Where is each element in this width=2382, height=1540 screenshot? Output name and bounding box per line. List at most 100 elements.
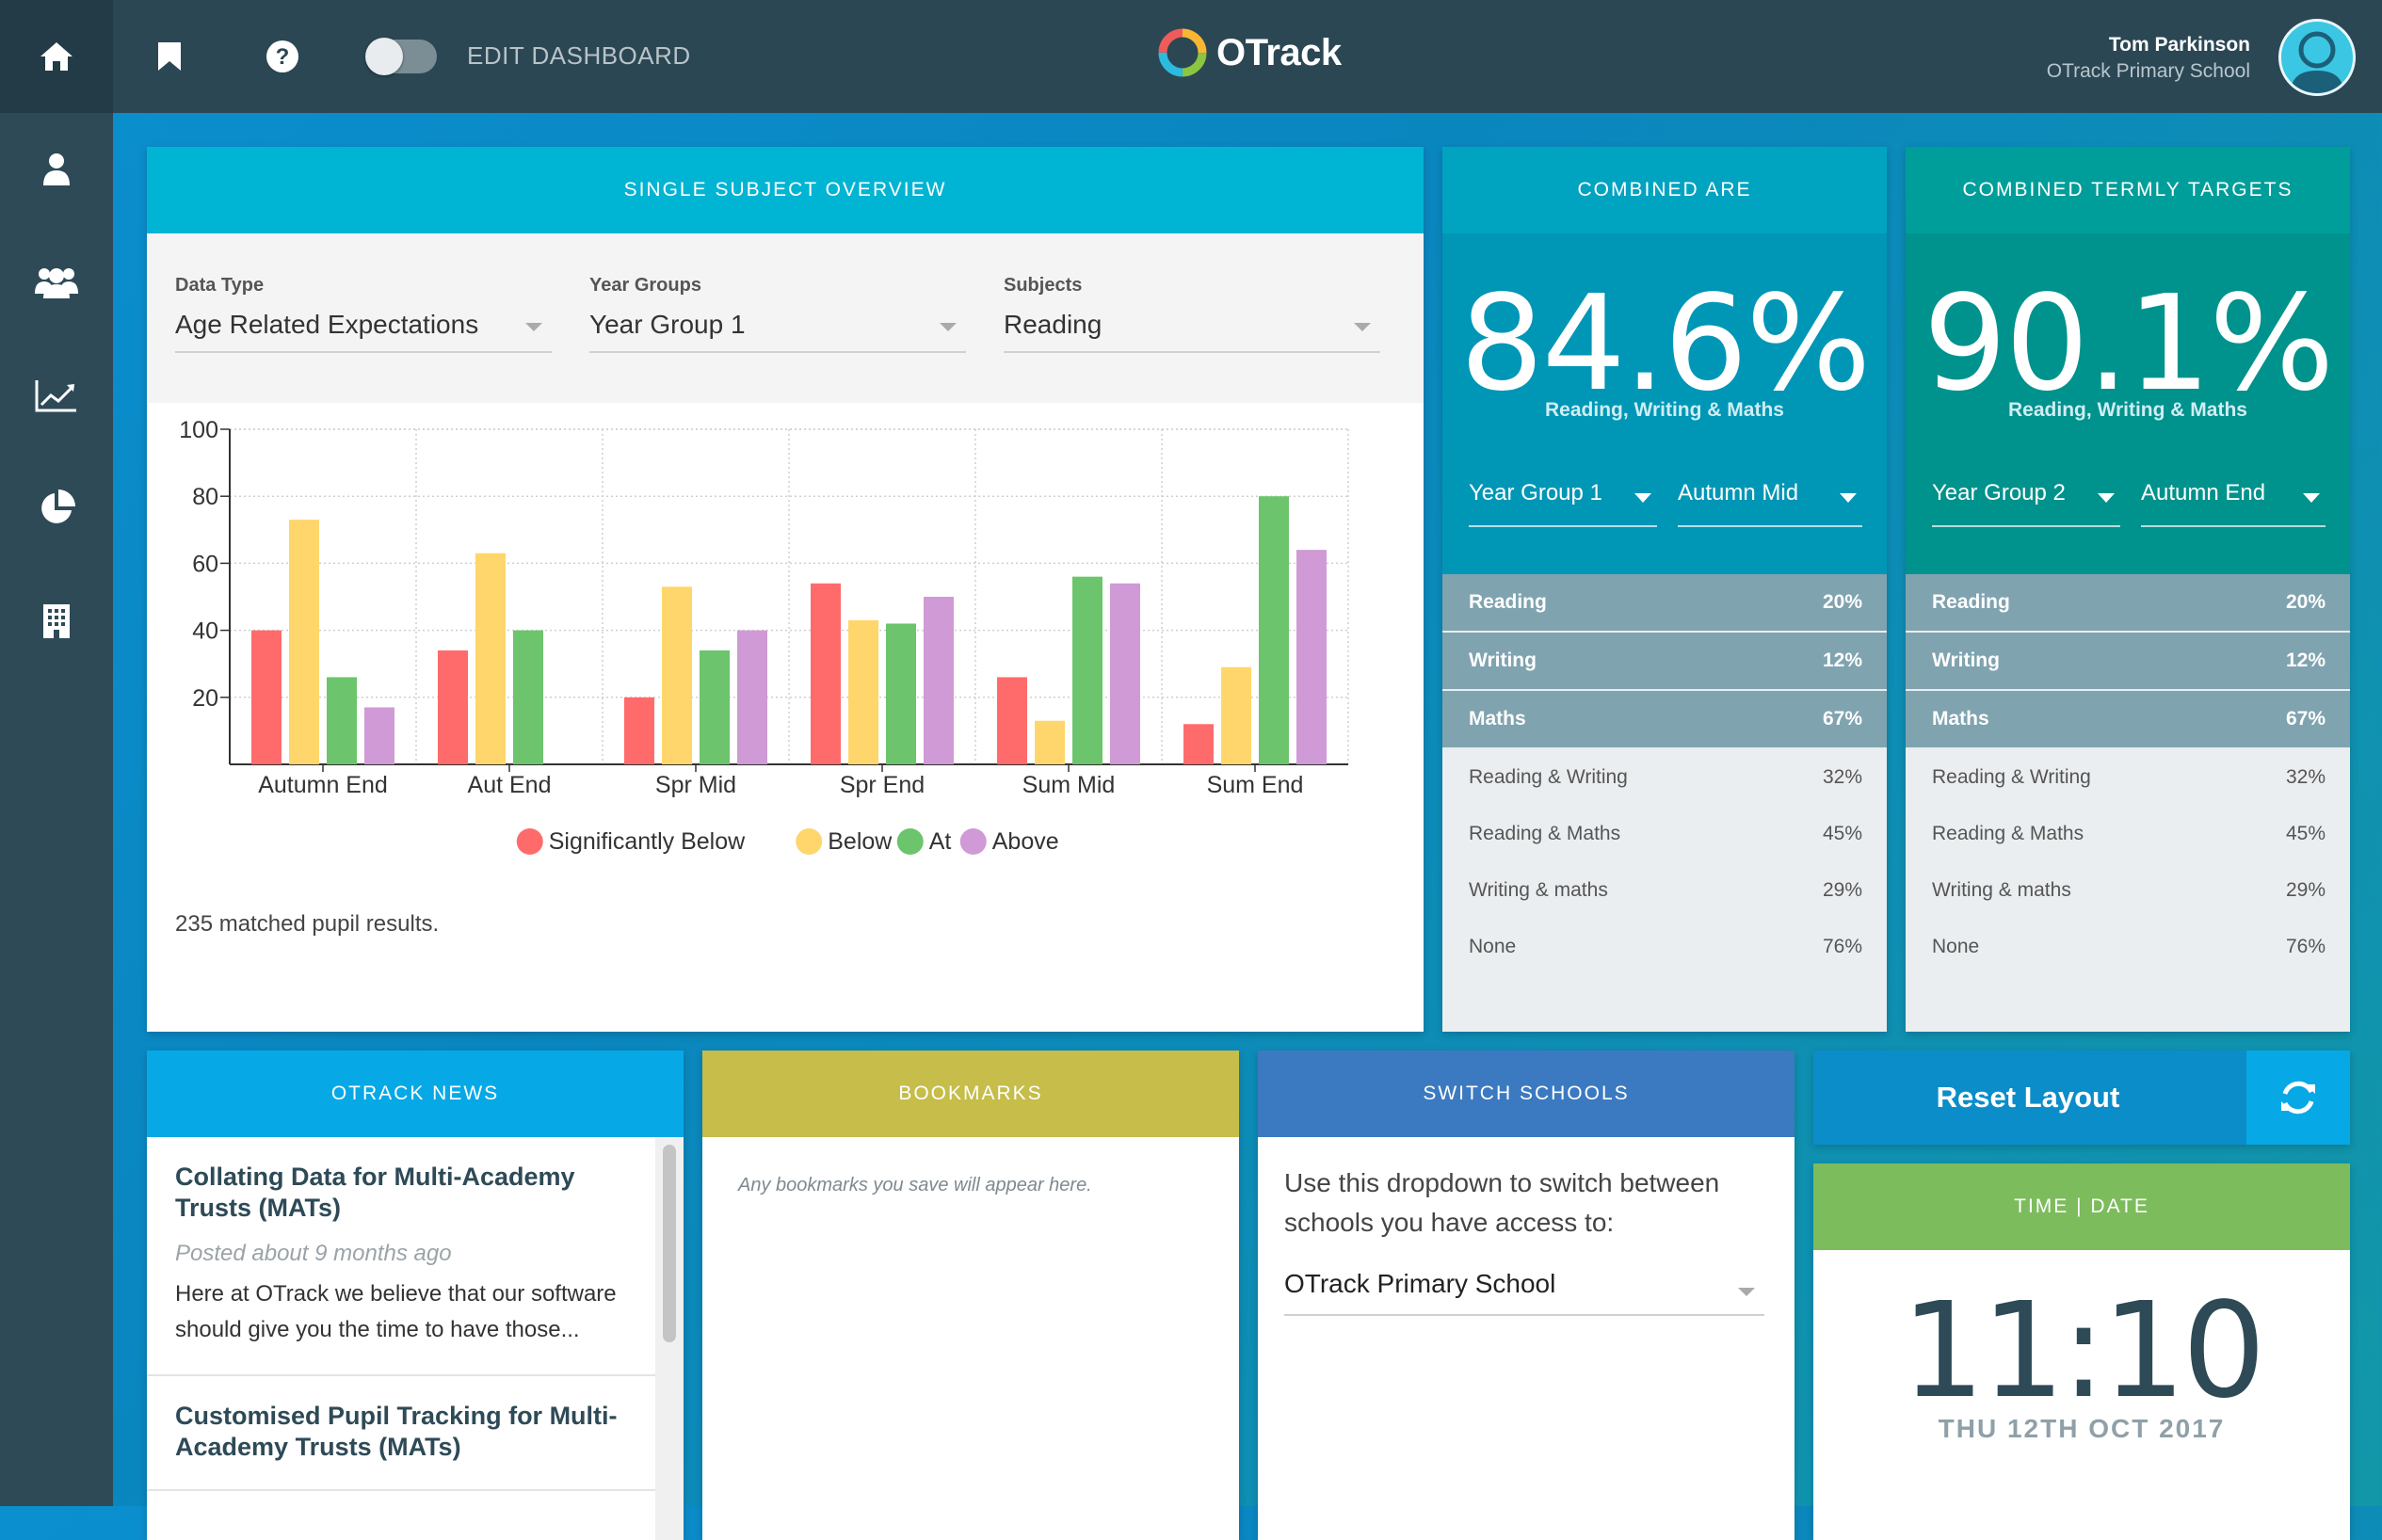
sidebar-item-pupil[interactable]: [0, 113, 113, 226]
row-value: 45%: [1822, 823, 1862, 844]
svg-text:?: ?: [276, 44, 290, 70]
list-item: Writing 12%: [1906, 633, 2350, 691]
bar: [1072, 576, 1102, 764]
row-label: Writing & maths: [1932, 879, 2071, 901]
news-item[interactable]: Collating Data for Multi-Academy Trusts …: [147, 1137, 655, 1376]
list-item: Maths 67%: [1442, 691, 1887, 749]
user-avatar-icon: [2291, 31, 2343, 93]
row-label: Maths: [1932, 708, 1989, 730]
bar: [737, 630, 767, 764]
sidebar: [0, 0, 113, 1506]
news-title[interactable]: Customised Pupil Tracking for Multi-Acad…: [175, 1402, 618, 1461]
panel-title: SWITCH SCHOOLS: [1258, 1051, 1795, 1137]
news-title[interactable]: Collating Data for Multi-Academy Trusts …: [175, 1163, 575, 1222]
matched-pupil-results: 235 matched pupil results.: [175, 911, 440, 937]
otrack-logo-icon: [1158, 28, 1207, 77]
bar: [1296, 550, 1327, 764]
list-item: Writing & maths 29%: [1442, 862, 1887, 919]
row-value: 29%: [2285, 879, 2326, 901]
reset-layout-button[interactable]: Reset Layout: [1813, 1051, 2350, 1145]
subjects-select[interactable]: Reading: [1004, 310, 1380, 353]
refresh-button[interactable]: [2246, 1051, 2350, 1145]
breakdown-list: Reading 20% Writing 12% Maths 67% Reading &…: [1906, 574, 2350, 975]
single-subject-overview-panel: SINGLE SUBJECT OVERVIEW Data Type Age Re…: [147, 147, 1424, 1032]
row-value: 67%: [1822, 708, 1862, 730]
sidebar-item-groups[interactable]: [0, 226, 113, 339]
caret-down-icon: [1840, 493, 1857, 503]
list-item: Writing & maths 29%: [1906, 862, 2350, 919]
logo-text: OTrack: [1216, 31, 1342, 73]
big-percentage: 90.1%: [1923, 267, 2335, 421]
data-type-select[interactable]: Age Related Expectations: [175, 310, 552, 353]
legend-swatch: [796, 828, 823, 855]
bar: [438, 650, 468, 764]
bar: [475, 553, 506, 764]
list-item: Reading & Writing 32%: [1442, 749, 1887, 806]
user-school: OTrack Primary School: [2046, 60, 2250, 82]
panel-title: SINGLE SUBJECT OVERVIEW: [147, 147, 1424, 233]
select-value: Reading: [1004, 310, 1102, 339]
bar: [1035, 720, 1065, 764]
row-value: 29%: [1822, 879, 1862, 901]
row-label: Writing: [1932, 650, 2000, 671]
caret-down-icon: [1634, 493, 1651, 503]
sidebar-item-reports[interactable]: [0, 452, 113, 565]
x-tick-label: Autumn End: [258, 772, 388, 798]
scrollbar-thumb[interactable]: [663, 1145, 676, 1342]
legend-label: Below: [828, 828, 893, 855]
y-tick-label: 40: [192, 618, 218, 645]
term-select[interactable]: Autumn End: [2141, 480, 2326, 527]
school-select[interactable]: OTrack Primary School: [1284, 1269, 1764, 1316]
stat-summary: 84.6% Reading, Writing & Maths Year Grou…: [1442, 233, 1887, 574]
bar: [251, 630, 282, 764]
list-item: Reading 20%: [1906, 574, 2350, 633]
news-item[interactable]: Customised Pupil Tracking for Multi-Acad…: [147, 1376, 655, 1491]
y-tick-label: 100: [179, 417, 218, 443]
combined-are-panel: COMBINED ARE 84.6% Reading, Writing & Ma…: [1442, 147, 1887, 1032]
bookmark-button[interactable]: [141, 28, 198, 85]
home-icon: [40, 42, 72, 71]
bar: [997, 677, 1027, 764]
bookmarks-empty-message: Any bookmarks you save will appear here.: [738, 1175, 1092, 1195]
edit-dashboard-toggle[interactable]: [365, 38, 437, 75]
row-label: Reading: [1932, 591, 2010, 613]
year-group-select[interactable]: Year Group 2: [1932, 480, 2120, 527]
row-value: 12%: [2285, 650, 2326, 671]
year-groups-select[interactable]: Year Group 1: [589, 310, 966, 353]
select-value: Year Group 1: [589, 310, 746, 339]
x-tick-label: Spr End: [840, 772, 925, 798]
pie-chart-icon: [41, 489, 75, 523]
bar: [886, 623, 916, 764]
panel-title: BOOKMARKS: [702, 1051, 1239, 1137]
year-group-select[interactable]: Year Group 1: [1469, 480, 1657, 527]
bar: [624, 697, 654, 764]
refresh-icon: [2281, 1081, 2315, 1115]
row-value: 32%: [1822, 766, 1862, 788]
legend-swatch: [516, 828, 543, 855]
bookmark-icon: [158, 42, 181, 71]
sidebar-item-analysis[interactable]: [0, 339, 113, 452]
logo: OTrack: [1156, 26, 1342, 79]
avatar[interactable]: [2278, 19, 2356, 96]
topbar: ? EDIT DASHBOARD OTrack Tom Parkinson OT…: [113, 0, 2382, 113]
caret-down-icon: [940, 323, 957, 331]
building-icon: [43, 604, 70, 638]
sidebar-item-home[interactable]: [0, 0, 113, 113]
filter-label: Data Type: [175, 275, 265, 296]
bar: [811, 583, 841, 764]
x-tick-label: Aut End: [468, 772, 552, 798]
caret-down-icon: [525, 323, 542, 331]
bar: [1183, 724, 1214, 764]
sidebar-item-school[interactable]: [0, 565, 113, 678]
help-button[interactable]: ?: [254, 28, 311, 85]
panel-title: TIME | DATE: [1813, 1163, 2350, 1250]
list-item: None 76%: [1906, 919, 2350, 975]
select-value: OTrack Primary School: [1284, 1269, 1556, 1298]
select-value: Age Related Expectations: [175, 310, 479, 339]
person-icon: [43, 153, 70, 185]
stat-subtitle: Reading, Writing & Maths: [1545, 399, 1784, 421]
legend-label: Above: [992, 828, 1059, 855]
term-select[interactable]: Autumn Mid: [1678, 480, 1862, 527]
news-scrollbar[interactable]: [655, 1137, 684, 1540]
edit-dashboard-label: EDIT DASHBOARD: [467, 41, 691, 70]
